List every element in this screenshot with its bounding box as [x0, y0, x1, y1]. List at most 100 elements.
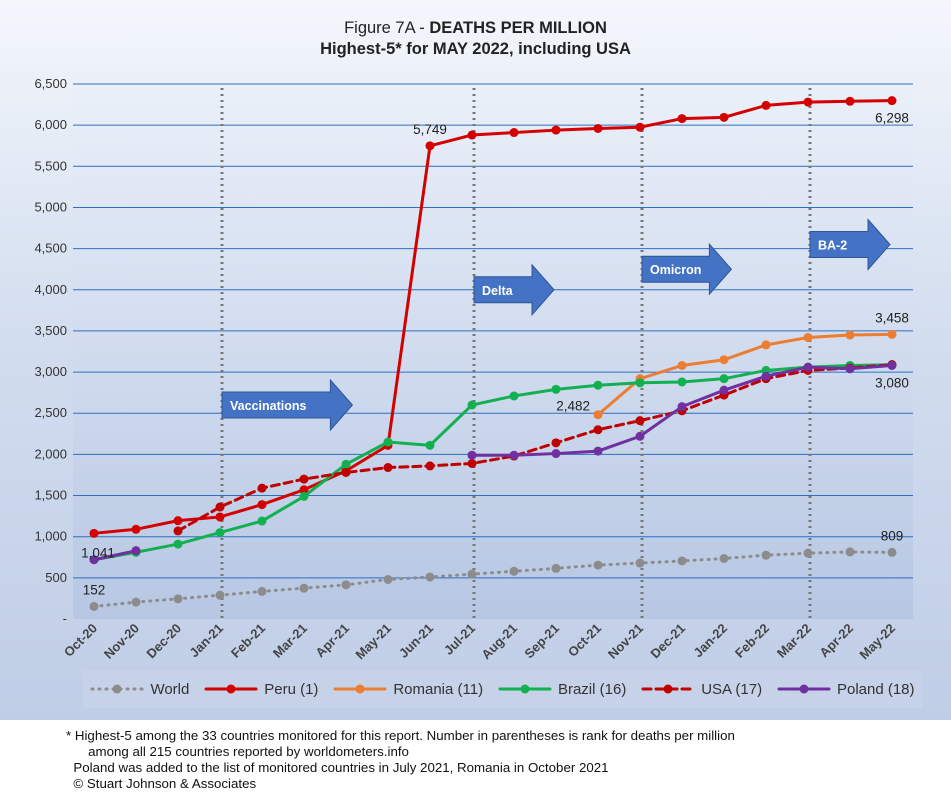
footnotes: * Highest-5 among the 33 countries monit…	[66, 728, 735, 792]
data-point	[887, 547, 897, 557]
data-point	[593, 123, 603, 133]
gridlines	[73, 83, 913, 579]
data-point	[887, 96, 897, 106]
data-point	[173, 594, 183, 604]
chart-title: Figure 7A - DEATHS PER MILLION Highest-5…	[0, 18, 951, 60]
data-point	[593, 560, 603, 570]
x-tick-label: Apr-22	[816, 621, 856, 661]
legend-label: Brazil (16)	[557, 680, 627, 698]
title-bold: DEATHS PER MILLION	[429, 19, 607, 37]
y-tick-label: -	[63, 611, 67, 626]
x-axis-ticks: Oct-20 Nov-20 Dec-20 Jan-21 Feb-21 Mar-21 Apr-…	[61, 621, 898, 663]
data-point	[803, 333, 813, 343]
x-tick-label: Aug-21	[478, 621, 520, 663]
data-point	[467, 450, 477, 460]
data-point	[89, 528, 99, 538]
y-tick-label: 3,000	[34, 364, 67, 379]
legend-swatch	[777, 684, 831, 694]
data-point	[425, 141, 435, 151]
data-point	[761, 340, 771, 350]
data-point	[761, 371, 771, 381]
series-line	[92, 99, 894, 535]
data-point	[719, 374, 729, 384]
legend-label: World	[150, 680, 190, 698]
data-point	[299, 583, 309, 593]
data-point	[467, 130, 477, 140]
legend-swatch	[641, 684, 695, 694]
data-label: 2,482	[556, 399, 590, 414]
y-tick-label: 2,500	[34, 405, 67, 420]
x-tick-label: Mar-21	[270, 621, 310, 661]
data-label: 1,041	[81, 545, 115, 560]
event-arrow	[221, 378, 354, 432]
data-point	[341, 467, 351, 477]
event-markers	[220, 88, 812, 619]
x-tick-label: Dec-21	[647, 621, 688, 662]
data-point	[761, 550, 771, 560]
x-tick-label: Jan-21	[186, 621, 226, 661]
data-label: 152	[83, 582, 106, 597]
data-point	[677, 360, 687, 370]
y-tick-label: 1,500	[34, 488, 67, 503]
legend-item: Poland (18)	[777, 681, 915, 698]
data-point	[425, 440, 435, 450]
data-point	[677, 556, 687, 566]
x-tick-label: Nov-21	[605, 621, 646, 662]
data-point	[89, 555, 99, 565]
legend-label: Romania (11)	[393, 680, 484, 698]
x-tick-label: Nov-20	[101, 621, 142, 662]
event-arrow-label: Delta	[482, 284, 514, 298]
data-point	[593, 446, 603, 456]
data-point	[551, 438, 561, 448]
y-tick-label: 500	[45, 570, 67, 585]
y-tick-label: 4,500	[34, 241, 67, 256]
line-chart: - 500 1,000 1,500 2,000 2,500 3,000 3,500 4,000 4…	[34, 76, 913, 663]
x-tick-label: Sep-21	[521, 621, 562, 662]
chart-subtitle: Highest-5* for MAY 2022, including USA	[320, 40, 631, 58]
legend-item: Brazil (16)	[498, 681, 626, 698]
x-tick-label: Mar-22	[774, 621, 814, 661]
data-point	[635, 558, 645, 568]
data-point	[383, 463, 393, 473]
series-line	[92, 549, 138, 562]
legend-swatch	[204, 684, 258, 694]
legend-item: World	[90, 681, 189, 698]
y-axis-ticks: - 500 1,000 1,500 2,000 2,500 3,000 3,500 4,000 4…	[34, 76, 67, 626]
x-tick-label: May-22	[856, 621, 898, 663]
data-point	[467, 400, 477, 410]
data-point	[215, 502, 225, 512]
x-tick-label: Apr-21	[312, 621, 352, 661]
data-point	[551, 384, 561, 394]
data-point	[551, 125, 561, 135]
data-point	[719, 385, 729, 395]
data-label: 6,298	[875, 111, 909, 126]
data-point	[467, 458, 477, 468]
data-point	[257, 516, 267, 526]
data-point	[131, 524, 141, 534]
data-label: 5,749	[413, 122, 447, 137]
title-prefix: Figure 7A -	[344, 19, 430, 37]
data-point	[89, 601, 99, 611]
series-line	[92, 363, 894, 562]
data-point	[635, 416, 645, 426]
x-tick-label: Jun-21	[396, 621, 436, 661]
y-tick-label: 1,000	[34, 529, 67, 544]
footnote-2: among all 215 countries reported by worl…	[66, 744, 409, 759]
legend-label: USA (17)	[701, 680, 763, 698]
data-point	[341, 580, 351, 590]
y-tick-label: 2,000	[34, 446, 67, 461]
data-point	[257, 500, 267, 510]
data-point	[509, 566, 519, 576]
data-point	[761, 100, 771, 110]
data-point	[215, 512, 225, 522]
x-tick-label: Feb-22	[732, 621, 772, 661]
data-point	[257, 483, 267, 493]
legend-swatch	[498, 684, 552, 694]
event-arrow-label: Omicron	[650, 263, 701, 277]
x-tick-label: Oct-20	[61, 621, 100, 660]
data-point	[593, 425, 603, 435]
data-point	[551, 563, 561, 573]
legend-swatch-marker	[226, 684, 236, 694]
data-point	[677, 377, 687, 387]
footnote-1: * Highest-5 among the 33 countries monit…	[66, 728, 735, 743]
